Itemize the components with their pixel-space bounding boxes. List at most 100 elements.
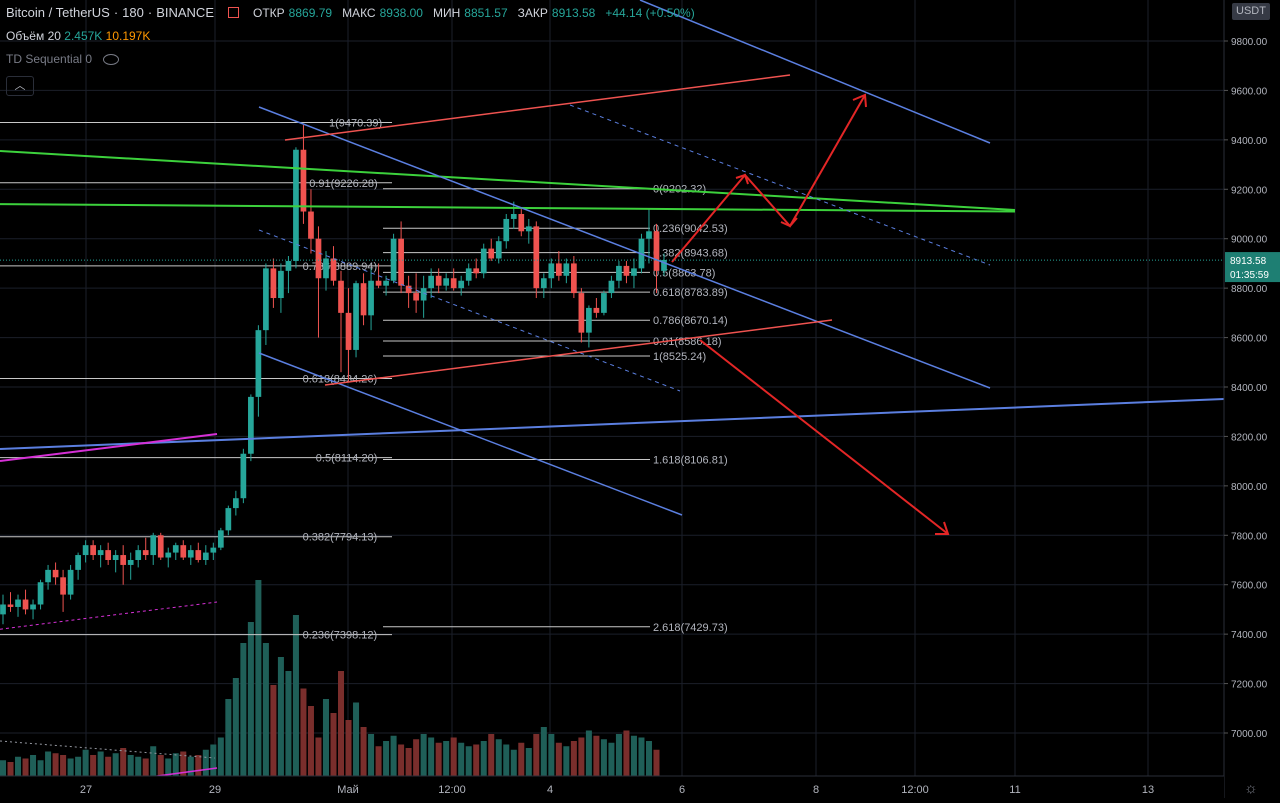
candle-body	[360, 283, 367, 316]
volume-bar	[390, 735, 397, 776]
candle-body	[82, 545, 89, 556]
volume-bar	[225, 699, 232, 776]
td-sequential-legend[interactable]: TD Sequential 0	[6, 52, 120, 66]
fib-right-level-label: 1.618(8106.81)	[653, 454, 728, 466]
td-label: TD Sequential 0	[6, 52, 93, 66]
volume-bar	[120, 748, 127, 776]
volume-bar	[645, 741, 652, 776]
volume-bar	[555, 742, 562, 776]
candle-body	[616, 265, 622, 281]
price-axis-label: 9400.00	[1231, 136, 1268, 147]
candle-body	[157, 535, 164, 558]
volume-bar	[525, 748, 532, 776]
volume-bar	[292, 615, 299, 776]
arrow-head-icon	[852, 93, 867, 108]
candle-body	[383, 280, 389, 286]
volume-bar	[473, 744, 480, 776]
symbol-name[interactable]: Bitcoin / TetherUS	[6, 5, 110, 20]
price-axis-label: 8400.00	[1231, 383, 1268, 394]
volume-bar	[563, 746, 570, 776]
candle-body	[22, 599, 29, 610]
volume-bar	[503, 744, 510, 776]
price-axis-label: 8200.00	[1231, 432, 1268, 443]
volume-bar	[262, 643, 269, 776]
price-axis-label: 7200.00	[1231, 680, 1268, 691]
volume-bar	[345, 720, 352, 776]
volume-bar	[165, 758, 172, 776]
candle-body	[240, 453, 247, 499]
candle-body	[60, 577, 66, 595]
high-value: 8938.00	[379, 5, 423, 20]
candle-body	[653, 231, 660, 271]
currency-badge[interactable]: USDT	[1232, 3, 1270, 20]
fib-right-level-label: 0.786(8670.14)	[653, 315, 728, 327]
volume-bar	[375, 746, 382, 776]
volume-bar	[30, 755, 37, 776]
collapse-legend-button[interactable]: ︿	[6, 76, 34, 96]
fib-left-level-label: 0.91(9226.28)	[309, 178, 378, 190]
volume-bar	[540, 727, 547, 776]
arrow-head-icon	[935, 521, 950, 535]
volume-bar	[353, 702, 360, 776]
candle-body	[0, 604, 6, 615]
candle-body	[540, 278, 547, 289]
time-axis-label: 6	[679, 784, 685, 796]
volume-bar	[398, 744, 405, 776]
green-resistance-line-drawn	[0, 150, 1016, 211]
candle-body	[225, 508, 232, 531]
fib-right-level-label: 2.618(7429.73)	[653, 622, 728, 634]
candle-body	[30, 604, 36, 610]
volume-bar	[495, 739, 502, 776]
volume-bar	[322, 699, 329, 776]
time-axis-label: 8	[813, 784, 819, 796]
volume-bar	[465, 746, 472, 776]
volume-bar	[368, 734, 375, 776]
volume-bar	[37, 760, 44, 776]
candle-body	[75, 555, 81, 570]
candle-body	[165, 552, 172, 558]
candle-body	[368, 280, 374, 316]
candle-body	[150, 535, 157, 556]
time-axis	[0, 776, 1224, 798]
candle-body	[465, 268, 472, 281]
volume-bar	[600, 739, 607, 776]
interval-label[interactable]: 180	[122, 5, 144, 20]
candle-body	[375, 280, 382, 286]
settings-gear-icon[interactable]: ☼	[1244, 780, 1258, 797]
volume-bar	[135, 756, 142, 776]
candle-body	[405, 285, 412, 294]
time-axis-label: 12:00	[901, 784, 929, 796]
blue-channel-upper	[258, 106, 991, 389]
green-resistance-line	[0, 203, 1016, 213]
candle-body	[593, 307, 600, 313]
fib-left-level-label: 1(9470.39)	[329, 117, 382, 129]
bearish-forecast-arrow	[699, 339, 949, 535]
volume-bar	[383, 741, 390, 776]
candle-body	[112, 555, 119, 560]
time-axis-label: Май	[337, 784, 359, 796]
candle-body	[586, 307, 592, 333]
price-axis-label: 9000.00	[1231, 235, 1268, 246]
volume-bar	[510, 749, 517, 776]
candle-body	[142, 550, 149, 556]
open-value: 8869.79	[288, 5, 333, 20]
low-label: МИН	[432, 5, 461, 20]
red-upper-wedge-line	[284, 74, 791, 141]
candle-body	[413, 293, 419, 301]
volume-legend[interactable]: Объём 20 2.457K 10.197K	[6, 29, 150, 43]
hidden-eye-icon[interactable]	[103, 54, 120, 66]
price-axis	[1224, 0, 1280, 798]
candle-body	[37, 582, 44, 605]
candle-body	[315, 238, 322, 279]
price-axis-label: 9600.00	[1231, 86, 1268, 97]
red-lower-wedge-line	[324, 319, 833, 386]
time-axis-label: 13	[1142, 784, 1154, 796]
volume-bar	[653, 749, 660, 776]
candle-body	[300, 149, 307, 212]
price-axis-label: 9200.00	[1231, 185, 1268, 196]
candle-body	[120, 555, 127, 565]
volume-bar	[307, 706, 314, 776]
flag-icon[interactable]	[228, 7, 239, 18]
